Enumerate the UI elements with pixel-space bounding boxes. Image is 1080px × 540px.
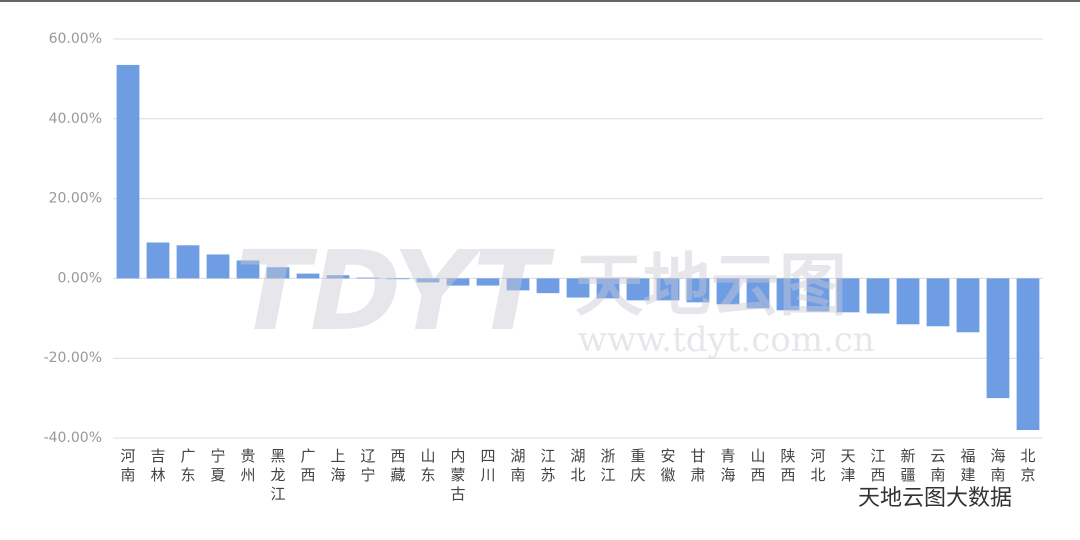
bar — [866, 278, 890, 314]
x-tick-label: 安徽 — [660, 447, 676, 484]
bar — [746, 278, 770, 309]
bar — [326, 275, 350, 279]
bar — [146, 242, 170, 279]
bar — [356, 277, 380, 279]
x-tick-label: 江苏 — [540, 447, 556, 484]
bar — [416, 278, 440, 283]
x-tick-label: 广东 — [180, 447, 196, 484]
watermark-url: www.tdyt.com.cn — [578, 320, 875, 360]
bar — [176, 245, 200, 279]
bar — [566, 278, 590, 298]
bar — [686, 278, 710, 303]
x-tick-label: 青海 — [720, 447, 736, 484]
x-tick-label: 河南 — [120, 447, 136, 484]
x-tick-label: 陕西 — [780, 447, 796, 484]
x-tick-label: 北京 — [1020, 447, 1036, 484]
y-tick-label: 20.00% — [49, 191, 102, 207]
bar — [446, 278, 470, 286]
bar — [1016, 278, 1040, 431]
bar — [776, 278, 800, 311]
x-tick-label: 甘肃 — [690, 447, 706, 484]
bar — [986, 278, 1010, 399]
x-tick-label: 吉林 — [150, 447, 166, 484]
x-tick-label: 云南 — [930, 447, 946, 484]
x-tick-label: 山东 — [420, 447, 436, 484]
bar — [716, 278, 740, 305]
x-tick-label: 江西 — [870, 447, 886, 484]
bar — [476, 278, 500, 286]
bar — [386, 278, 410, 280]
x-tick-label: 河北 — [810, 447, 826, 484]
x-tick-label: 海南 — [990, 447, 1006, 484]
account-label: 天地云图大数据 — [858, 486, 1013, 511]
bar — [536, 278, 560, 294]
y-tick-label: -40.00% — [44, 430, 102, 446]
x-tick-label: 福建 — [960, 447, 976, 484]
watermark-logo: TDYT — [235, 227, 548, 355]
y-tick-label: 60.00% — [49, 31, 102, 47]
bar — [806, 278, 830, 312]
x-tick-label: 湖北 — [570, 447, 586, 484]
watermark-name: 天地云图 — [575, 247, 848, 326]
x-tick-label: 宁夏 — [210, 447, 226, 484]
bar — [836, 278, 860, 313]
bar — [236, 260, 260, 279]
y-tick-label: 40.00% — [49, 111, 102, 127]
bar — [626, 278, 650, 301]
x-tick-label: 湖南 — [510, 447, 526, 484]
x-tick-label: 黑龙江 — [270, 447, 286, 503]
x-tick-label: 山西 — [750, 447, 766, 484]
y-tick-label: 0.00% — [58, 270, 102, 286]
x-tick-label: 广西 — [300, 447, 316, 484]
bar — [926, 278, 950, 327]
x-tick-label: 天津 — [840, 447, 856, 484]
x-tick-label: 四川 — [480, 447, 496, 484]
x-tick-label: 重庆 — [630, 447, 646, 484]
bar — [596, 278, 620, 299]
bar — [956, 278, 980, 333]
y-tick-label: -20.00% — [44, 350, 102, 366]
bar — [296, 273, 320, 279]
x-tick-label: 新疆 — [900, 447, 916, 484]
bar — [656, 278, 680, 301]
x-tick-label: 浙江 — [600, 447, 616, 484]
bar — [116, 64, 140, 279]
x-tick-label: 贵州 — [240, 447, 256, 484]
bar — [506, 278, 530, 291]
x-tick-label: 西藏 — [390, 447, 406, 484]
bar — [896, 278, 920, 325]
x-tick-label: 上海 — [330, 447, 346, 484]
bar — [206, 254, 230, 279]
x-tick-label: 内蒙古 — [450, 447, 466, 503]
bar — [266, 267, 290, 279]
x-tick-label: 辽宁 — [360, 447, 376, 484]
